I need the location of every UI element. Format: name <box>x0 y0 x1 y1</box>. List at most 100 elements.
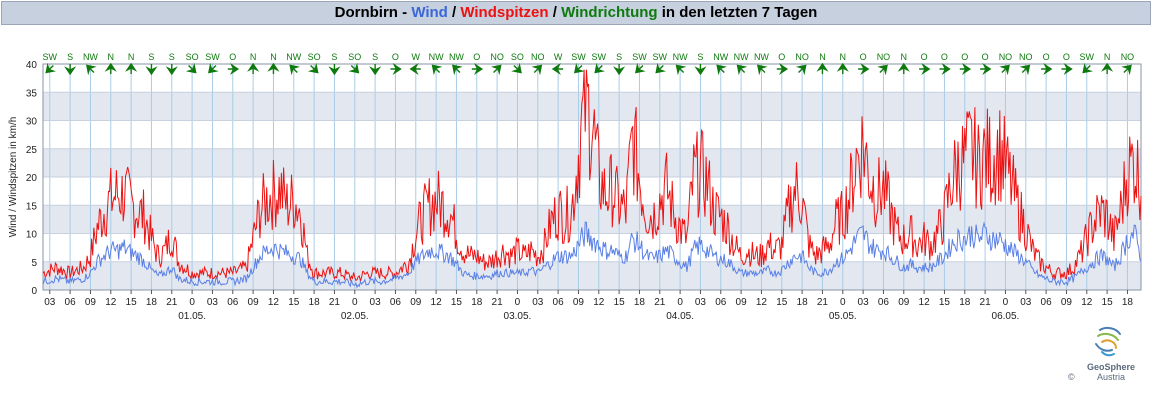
logo-line-2: Austria <box>1096 372 1125 382</box>
wind-direction-arrow-icon <box>64 64 77 76</box>
wind-direction-label: O <box>229 52 236 62</box>
x-tick-label: 03 <box>858 297 870 308</box>
x-tick-label: 09 <box>1061 297 1073 308</box>
wind-direction-arrow-icon <box>757 64 768 76</box>
title-sep-3: / <box>548 4 562 21</box>
wind-direction-arrow-icon <box>1101 62 1114 74</box>
x-tick-label: 09 <box>898 297 910 308</box>
wind-direction-label: NO <box>1019 52 1033 62</box>
wind-direction-arrow-icon <box>471 62 484 76</box>
x-tick-label: 09 <box>573 297 585 308</box>
title-sep-1: - <box>397 4 412 21</box>
wind-direction-label: NW <box>449 52 464 62</box>
x-tick-label: 12 <box>756 297 768 308</box>
wind-direction-label: N <box>1104 52 1111 62</box>
wind-direction-label: NW <box>673 52 688 62</box>
wind-direction-label: N <box>819 52 826 62</box>
wind-direction-arrow-icon <box>490 64 502 76</box>
x-tick-label: 06 <box>65 297 77 308</box>
title-station: Dornbirn <box>334 4 398 21</box>
x-tick-label: 12 <box>431 297 443 308</box>
wind-direction-label: N <box>250 52 257 62</box>
wind-direction-arrow-icon <box>897 62 910 74</box>
x-tick-label: 12 <box>105 297 117 308</box>
wind-direction-arrow-icon <box>185 62 197 74</box>
x-tick-label: 0 <box>352 297 358 308</box>
wind-direction-label: NO <box>531 52 545 62</box>
x-tick-label: 21 <box>817 297 829 308</box>
title-sep-2: / <box>447 4 461 21</box>
geosphere-logo-icon <box>1095 326 1121 357</box>
wind-direction-arrow-icon <box>289 64 301 76</box>
copyright-symbol: © <box>1068 372 1075 382</box>
wind-direction-arrow-icon <box>736 64 748 76</box>
wind-direction-label: S <box>616 52 622 62</box>
x-tick-label: 06 <box>715 297 727 308</box>
y-tick-label: 0 <box>31 286 37 297</box>
date-label: 04.05. <box>666 311 694 322</box>
y-tick-label: 40 <box>26 60 38 71</box>
wind-direction-label: O <box>941 52 948 62</box>
wind-direction-label: O <box>921 52 928 62</box>
y-tick-label: 20 <box>26 173 38 184</box>
x-tick-label: 21 <box>654 297 666 308</box>
x-tick-label: 0 <box>1003 297 1009 308</box>
wind-direction-arrow-icon <box>694 64 707 76</box>
wind-direction-label: S <box>372 52 378 62</box>
x-tick-label: 03 <box>532 297 544 308</box>
chart-title-bar: Dornbirn - Wind / Windspitzen / Windrich… <box>1 1 1151 25</box>
x-tick-label: 12 <box>919 297 931 308</box>
wind-direction-label: N <box>840 52 847 62</box>
wind-direction-label: O <box>860 52 867 62</box>
x-tick-label: 03 <box>44 297 56 308</box>
wind-direction-label: S <box>169 52 175 62</box>
wind-direction-arrow-icon <box>227 62 240 76</box>
wind-direction-label: SO <box>186 52 199 62</box>
wind-direction-arrow-icon <box>675 64 687 76</box>
x-tick-label: 09 <box>736 297 748 308</box>
x-tick-label: 06 <box>878 297 890 308</box>
x-tick-label: 0 <box>677 297 683 308</box>
wind-direction-arrow-icon <box>1019 64 1031 76</box>
wind-direction-arrow-icon <box>145 64 158 76</box>
wind-direction-label: NW <box>754 52 769 62</box>
wind-direction-arrow-icon <box>836 62 849 74</box>
date-label: 05.05. <box>829 311 857 322</box>
plot-frame <box>42 63 1142 291</box>
wind-direction-label: SW <box>205 52 220 62</box>
x-tick-label: 03 <box>370 297 382 308</box>
wind-direction-label: N <box>270 52 277 62</box>
wind-direction-arrow-icon <box>574 62 585 74</box>
date-label: 03.05. <box>504 311 532 322</box>
x-tick-label: 18 <box>1122 297 1134 308</box>
wind-direction-arrow-icon <box>452 64 463 76</box>
title-direction: Windrichtung <box>561 4 658 21</box>
x-tick-label: 06 <box>227 297 239 308</box>
wind-direction-label: O <box>392 52 399 62</box>
wind-direction-label: SO <box>308 52 321 62</box>
y-tick-label: 5 <box>31 258 37 269</box>
x-tick-label: 18 <box>309 297 321 308</box>
x-tick-label: 03 <box>207 297 219 308</box>
wind-direction-label: O <box>473 52 480 62</box>
wind-direction-arrow-icon <box>45 62 57 74</box>
wind-direction-arrow-icon <box>348 62 360 74</box>
y-axis-label: Wind / Windspitzen in km/h <box>8 117 19 238</box>
x-tick-label: 0 <box>840 297 846 308</box>
x-tick-label: 18 <box>797 297 809 308</box>
x-tick-label: 15 <box>939 297 951 308</box>
x-tick-label: 21 <box>329 297 341 308</box>
wind-direction-label: NW <box>429 52 444 62</box>
x-tick-label: 03 <box>695 297 707 308</box>
wind-direction-arrow-icon <box>613 64 626 76</box>
y-tick-label: 30 <box>26 117 38 128</box>
wind-direction-arrow-icon <box>104 62 117 74</box>
x-tick-label: 12 <box>268 297 280 308</box>
x-tick-label: 09 <box>248 297 260 308</box>
x-tick-label: 18 <box>634 297 646 308</box>
wind-direction-arrow-icon <box>165 64 178 76</box>
wind-direction-arrow-icon <box>1121 64 1132 76</box>
wind-direction-arrow-icon <box>390 62 402 76</box>
x-tick-label: 15 <box>451 297 463 308</box>
wind-direction-label: S <box>697 52 703 62</box>
